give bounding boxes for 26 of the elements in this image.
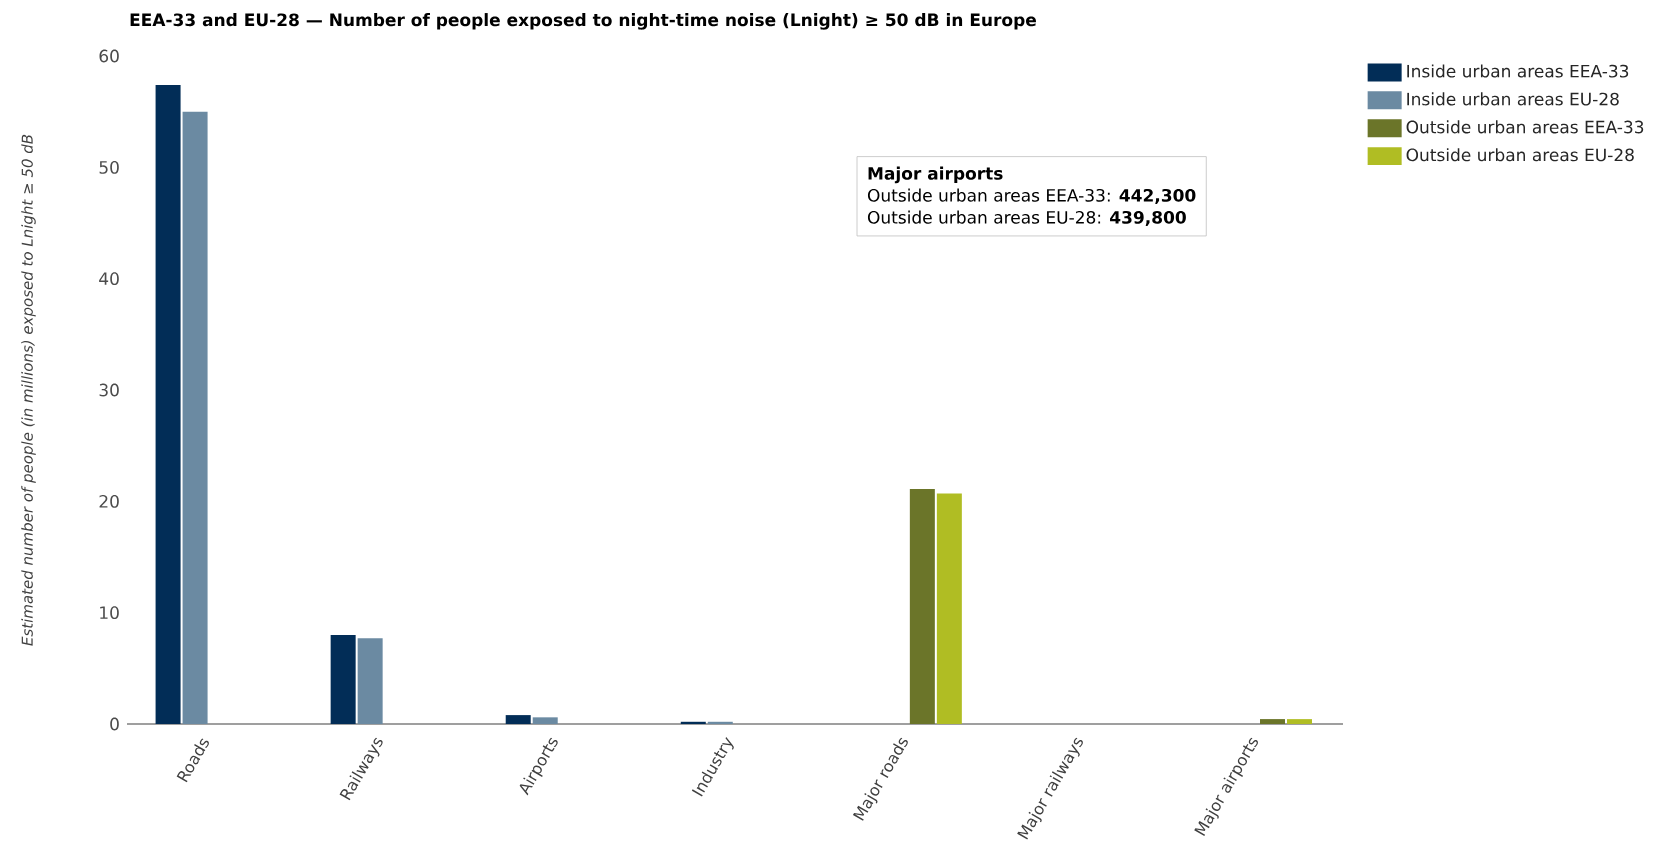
bar — [182, 111, 208, 725]
bar — [532, 717, 558, 725]
annotation: Major airports — [868, 166, 1003, 184]
annotation: Outside urban areas EU-28: 439,800 — [867, 210, 1186, 226]
y-tick-label: 0 — [110, 717, 119, 731]
bar — [1286, 719, 1312, 725]
bar — [505, 715, 531, 725]
bar — [357, 638, 383, 725]
y-tick-label: 40 — [99, 272, 119, 286]
legend-label: Inside urban areas EU-28 — [1407, 92, 1619, 106]
legend-label: Outside urban areas EEA-33 — [1406, 120, 1644, 134]
bar — [909, 489, 935, 725]
bar — [936, 493, 962, 725]
y-tick-label: 10 — [100, 606, 119, 620]
bar — [1259, 719, 1285, 725]
y-tick-label: 20 — [99, 494, 119, 508]
annotation: Outside urban areas EEA-33: 442,300 — [867, 188, 1196, 204]
chart-title: EEA-33 and EU-28 — Number of people exposed to night-time noise (Lnight) ≥ 50 dB in Europe — [130, 13, 1036, 30]
legend-label: Outside urban areas EU-28 — [1406, 148, 1634, 162]
y-tick-label: 60 — [99, 49, 119, 63]
bar — [155, 84, 181, 725]
bar — [330, 634, 356, 725]
y-tick-label: 50 — [99, 160, 119, 174]
legend-label: Inside urban areas EEA-33 — [1407, 64, 1629, 78]
y-tick-label: 30 — [99, 383, 119, 397]
y-axis-title: Estimated number of people (in millions) exposed to Lnight ≥ 50 dB — [21, 134, 36, 646]
